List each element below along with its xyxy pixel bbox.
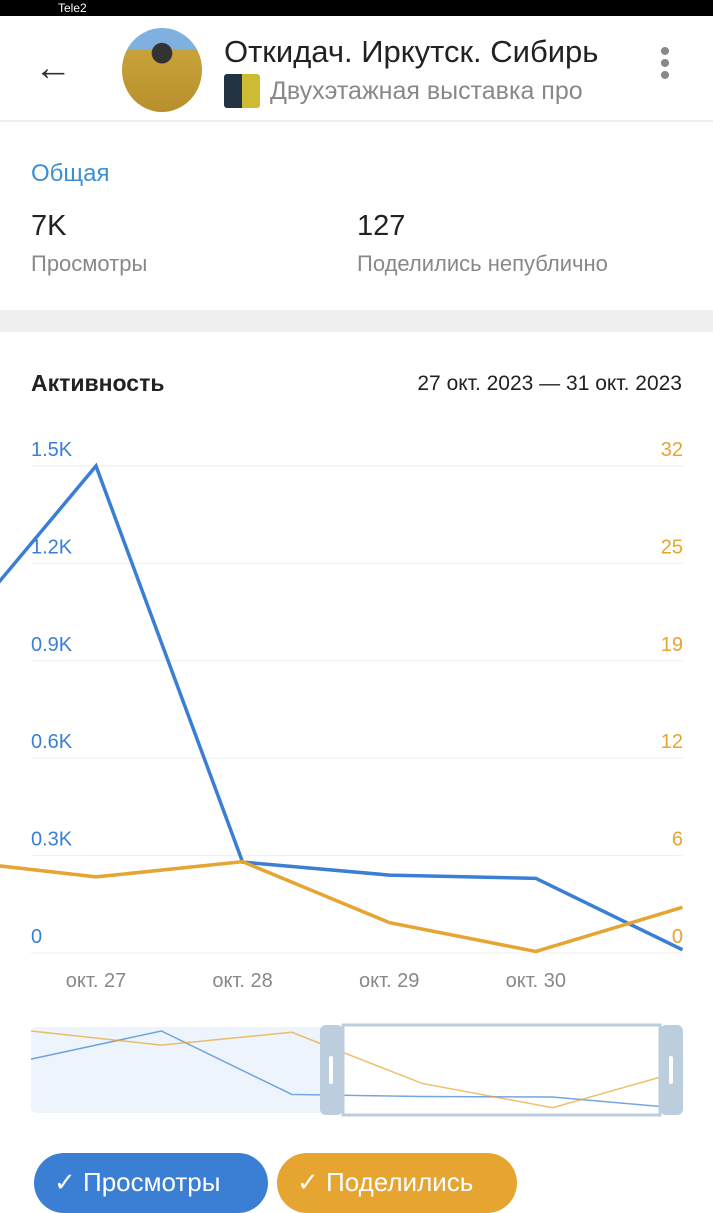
series-line-shares bbox=[0, 859, 683, 954]
y-left-tick: 1.2K bbox=[31, 536, 73, 558]
divider bbox=[0, 310, 713, 332]
post-thumbnail bbox=[224, 74, 260, 108]
status-bar: Tele2 bbox=[0, 0, 713, 16]
y-right-tick: 12 bbox=[661, 731, 683, 753]
stat-shares: 127 Поделились непублично bbox=[357, 210, 608, 277]
navigator-line bbox=[30, 1030, 684, 1110]
legend-label: Просмотры bbox=[83, 1167, 221, 1197]
avatar[interactable] bbox=[122, 28, 202, 112]
stat-value: 7K bbox=[31, 210, 67, 242]
check-icon: ✓ bbox=[297, 1167, 319, 1197]
page-title: Откидач. Иркутск. Сибирь bbox=[224, 34, 599, 69]
back-arrow-icon[interactable]: ← bbox=[34, 47, 72, 89]
series-line-views bbox=[0, 462, 684, 952]
check-icon: ✓ bbox=[54, 1167, 76, 1197]
y-left-tick: 1.5K bbox=[31, 439, 73, 461]
legend-views-toggle[interactable]: ✓ Просмотры bbox=[34, 1153, 268, 1213]
y-right-tick: 0 bbox=[672, 926, 683, 948]
stat-value: 127 bbox=[357, 210, 406, 242]
post-subtitle: Двухэтажная выставка про bbox=[270, 76, 583, 105]
activity-title: Активность bbox=[31, 370, 165, 396]
stat-label: Просмотры bbox=[31, 251, 148, 276]
header: ← Откидач. Иркутск. Сибирь Двухэтажная в… bbox=[0, 16, 713, 122]
y-right-tick: 19 bbox=[661, 634, 683, 656]
handle-grip bbox=[669, 1056, 673, 1084]
y-right-tick: 6 bbox=[672, 829, 683, 851]
y-left-tick: 0 bbox=[31, 926, 42, 948]
stat-label: Поделились непублично bbox=[357, 251, 608, 276]
x-tick: окт. 30 bbox=[506, 970, 566, 992]
x-tick: окт. 29 bbox=[359, 970, 419, 992]
y-left-tick: 0.9K bbox=[31, 634, 73, 656]
y-left-tick: 0.6K bbox=[31, 731, 73, 753]
handle-grip bbox=[329, 1056, 333, 1084]
y-right-tick: 32 bbox=[661, 439, 683, 461]
more-vertical-icon[interactable]: • • • bbox=[659, 35, 671, 92]
x-tick: окт. 28 bbox=[212, 970, 272, 992]
x-tick: окт. 27 bbox=[66, 970, 126, 992]
y-right-tick: 25 bbox=[661, 536, 683, 558]
navigator-frame bbox=[341, 1023, 662, 1117]
navigator-line bbox=[30, 1030, 684, 1109]
summary-section: Общая 7K Просмотры 127 Поделились непублич… bbox=[0, 124, 713, 310]
navigator-window bbox=[343, 1027, 660, 1113]
legend-shares-toggle[interactable]: ✓ Поделились bbox=[277, 1153, 517, 1213]
section-title: Общая bbox=[31, 160, 110, 187]
y-left-tick: 0.3K bbox=[31, 829, 73, 851]
date-range[interactable]: 27 окт. 2023 — 31 окт. 2023 bbox=[417, 372, 682, 395]
carrier: Tele2 bbox=[58, 1, 87, 15]
stat-views: 7K Просмотры bbox=[31, 210, 147, 277]
activity-chart: 0 0 0.3K 6 0.6K 12 0.9K 19 1.2K 25 1.5K 32 окт. 27 ок… bbox=[0, 439, 684, 1117]
legend-label: Поделились bbox=[326, 1167, 474, 1197]
